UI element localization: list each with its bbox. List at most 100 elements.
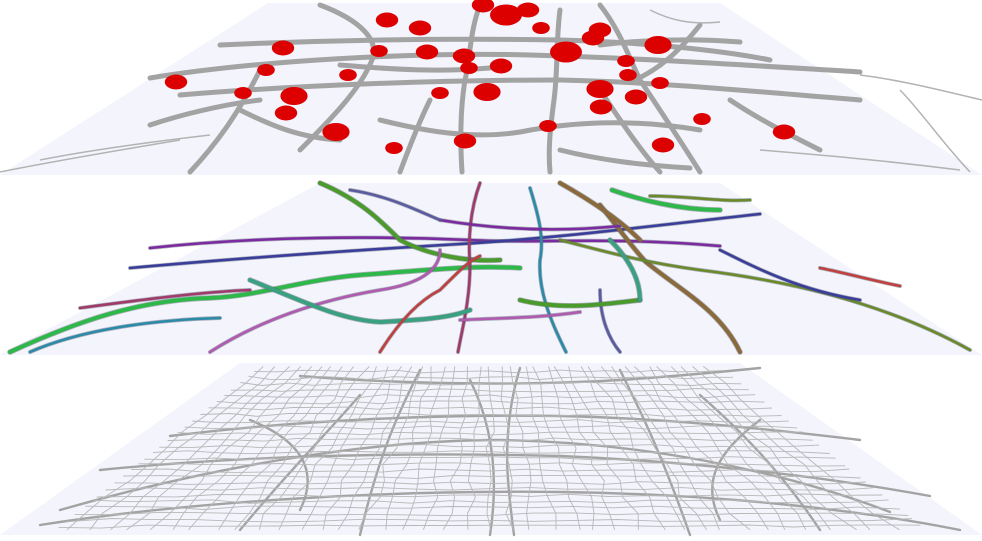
street-minor-line xyxy=(525,366,557,530)
stop-marker xyxy=(271,40,295,56)
street-minor-line xyxy=(500,366,514,530)
stop-marker xyxy=(772,124,796,140)
street-minor-line xyxy=(138,462,846,467)
stop-marker xyxy=(408,20,432,36)
street-minor-line xyxy=(234,366,355,531)
stop-marker xyxy=(617,55,635,67)
stop-marker xyxy=(274,105,298,121)
stop-marker xyxy=(489,58,513,74)
street-minor-line xyxy=(159,444,820,448)
street-minor-line xyxy=(548,366,595,530)
stop-marker xyxy=(532,22,550,34)
street-minor-line xyxy=(110,366,290,531)
street-minor-line xyxy=(152,450,830,455)
stop-marker xyxy=(586,80,614,98)
street-minor-line xyxy=(278,366,377,530)
route-line xyxy=(456,181,482,354)
stop-marker xyxy=(471,0,495,13)
stop-marker xyxy=(257,64,275,76)
street-minor-line xyxy=(509,366,532,530)
street-minor-line xyxy=(172,366,323,531)
street-minor-line xyxy=(587,366,686,531)
street-minor-line xyxy=(208,406,773,411)
route-line xyxy=(648,194,752,202)
stop-marker xyxy=(322,123,350,141)
street-minor-line xyxy=(600,366,707,531)
stop-marker xyxy=(539,120,557,132)
street-minor-line xyxy=(200,412,782,417)
route-line xyxy=(818,266,902,288)
stop-marker xyxy=(651,77,669,89)
street-minor-line xyxy=(85,505,901,510)
street-major-line xyxy=(38,490,962,532)
street-network-minor xyxy=(58,366,921,531)
street-minor-line xyxy=(301,366,389,531)
stop-marker xyxy=(619,69,637,81)
route-line xyxy=(608,238,642,302)
street-minor-line xyxy=(167,437,813,442)
route-line xyxy=(718,248,862,302)
street-minor-line xyxy=(385,366,432,530)
street-minor-line xyxy=(149,366,312,531)
street-minor-line xyxy=(656,366,807,531)
street-major-line xyxy=(358,368,422,537)
street-minor-line xyxy=(74,511,909,517)
stop-marker xyxy=(164,74,188,90)
street-minor-line xyxy=(553,366,616,530)
stop-marker xyxy=(431,87,449,99)
stop-marker xyxy=(644,36,672,54)
street-minor-line xyxy=(248,375,734,380)
stop-marker xyxy=(280,87,308,105)
stop-marker xyxy=(550,41,582,63)
stops-roads-thin xyxy=(0,9,982,173)
stop-marker xyxy=(452,48,476,64)
street-minor-line xyxy=(649,366,786,530)
route-line xyxy=(458,310,582,322)
street-minor-line xyxy=(624,366,751,531)
stop-marker xyxy=(460,62,478,74)
street-minor-line xyxy=(65,518,913,523)
street-minor-line xyxy=(580,366,666,531)
stop-marker xyxy=(589,99,613,115)
street-minor-line xyxy=(96,493,883,498)
stop-marker xyxy=(375,12,399,28)
street-minor-line xyxy=(467,366,482,530)
stop-marker xyxy=(415,44,439,60)
route-line xyxy=(28,316,222,354)
street-minor-line xyxy=(144,456,836,461)
route-line xyxy=(208,248,442,354)
route-line xyxy=(558,238,972,352)
stop-marker xyxy=(339,69,357,81)
routes-layer xyxy=(0,180,982,355)
street-minor-line xyxy=(485,366,495,530)
route-line xyxy=(610,188,722,212)
stop-marker xyxy=(588,22,612,38)
stop-marker xyxy=(624,89,648,105)
stop-marker xyxy=(693,113,711,125)
street-minor-line xyxy=(702,366,900,531)
street-minor-line xyxy=(66,366,264,531)
street-minor-line xyxy=(89,366,276,531)
street-minor-line xyxy=(230,388,749,393)
route-line xyxy=(248,278,472,324)
route-line xyxy=(598,288,622,354)
street-major-line xyxy=(98,453,932,498)
route-line xyxy=(78,288,252,310)
street-major-line xyxy=(238,393,362,532)
street-minor-line xyxy=(337,366,413,531)
street-minor-line xyxy=(680,366,857,531)
street-minor-line xyxy=(177,431,803,436)
street-minor-line xyxy=(532,366,581,530)
stops-roads xyxy=(147,2,863,175)
street-minor-line xyxy=(192,419,789,424)
route-line xyxy=(378,254,482,354)
stop-marker xyxy=(490,4,522,26)
stop-markers xyxy=(164,0,796,154)
route-lines xyxy=(7,180,972,355)
street-minor-line xyxy=(259,366,370,530)
stop-marker xyxy=(453,133,477,149)
stop-marker xyxy=(473,83,501,101)
street-minor-line xyxy=(58,524,921,529)
